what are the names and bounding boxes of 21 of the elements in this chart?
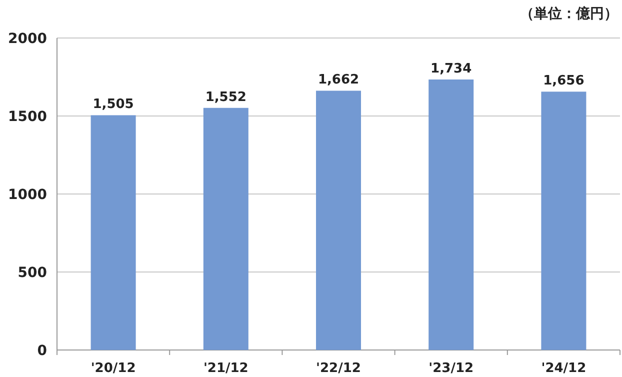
data-label: 1,552 [205, 90, 246, 105]
x-tick-label: '20/12 [90, 361, 136, 376]
data-label: 1,656 [543, 74, 584, 89]
data-label: 1,662 [318, 72, 360, 88]
y-tick-label: 0 [37, 343, 48, 359]
bar [203, 108, 248, 350]
y-tick-label: 500 [18, 265, 48, 281]
data-label: 1,734 [430, 61, 472, 76]
bar [541, 92, 586, 350]
x-tick-label: '22/12 [316, 361, 361, 376]
data-label: 1,505 [92, 97, 134, 112]
x-tick-label: '23/12 [428, 361, 474, 376]
y-tick-label: 1000 [8, 187, 48, 203]
text: （単位：億円） [520, 5, 618, 22]
x-tick-label: '21/12 [203, 361, 248, 376]
bar [428, 79, 474, 350]
bar [90, 115, 136, 350]
y-tick-label: 1500 [8, 109, 48, 125]
bar [316, 90, 361, 350]
y-tick-label: 2000 [8, 31, 48, 47]
x-tick-label: '24/12 [541, 361, 586, 376]
